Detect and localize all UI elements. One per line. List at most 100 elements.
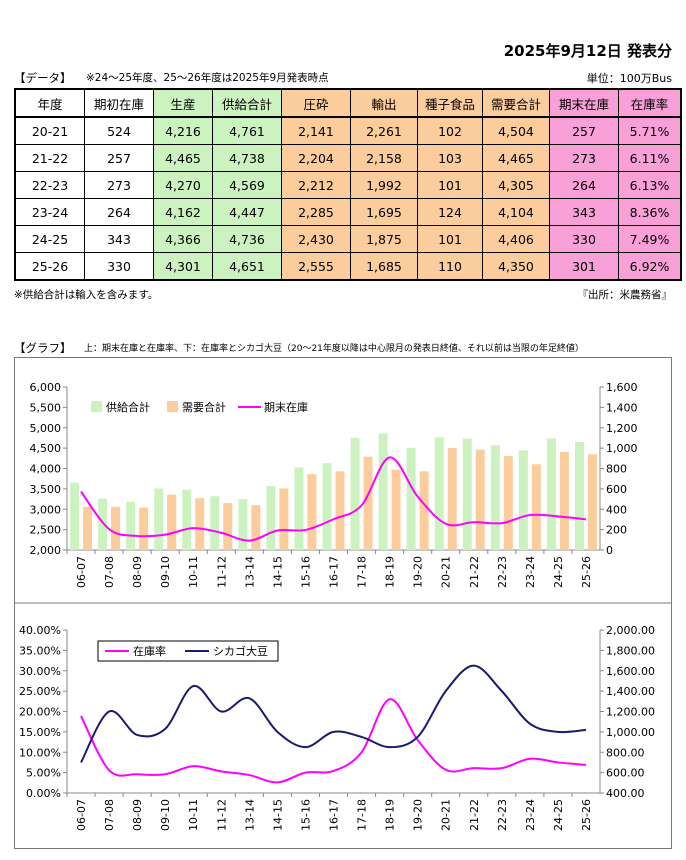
table-cell: 2,158 xyxy=(350,144,418,172)
right-tick-label: 1,800.00 xyxy=(606,644,655,657)
table-row: 23-24 264 4,162 4,447 2,285 1,695 124 4,104 343 8… xyxy=(14,198,682,226)
left-tick-label: 3,000 xyxy=(30,503,62,516)
bar-supply xyxy=(546,438,556,550)
table-row: 25-26 330 4,301 4,651 2,555 1,685 110 4,350 301 6… xyxy=(14,252,682,281)
table-cell: 4,104 xyxy=(482,198,550,226)
bar-demand xyxy=(419,471,429,550)
x-tick-label: 23-24 xyxy=(524,556,537,588)
table-row: 24-25 343 4,366 4,736 2,430 1,875 101 4,406 330 7… xyxy=(14,225,682,253)
table-cell: 101 xyxy=(417,225,483,253)
column-header: 期末在庫 xyxy=(549,88,619,118)
table-cell: 6.11% xyxy=(618,144,682,172)
table-cell: 4,350 xyxy=(482,252,550,281)
x-tick-label: 22-23 xyxy=(496,556,509,588)
column-header: 需要合計 xyxy=(482,88,550,118)
column-header: 供給合計 xyxy=(212,88,282,118)
series-line-stock-ratio xyxy=(80,698,587,784)
right-tick-label: 400 xyxy=(606,503,627,516)
supply-demand-table: 年度 期初在庫 生産 供給合計 圧砕 輸出 種子食品 需要合計 期末在庫 在庫率 20-21 524… xyxy=(14,88,682,281)
bar-demand xyxy=(279,488,289,550)
table-cell: 5.71% xyxy=(618,116,682,145)
table-cell: 2,141 xyxy=(281,116,351,145)
left-tick-label: 0.00% xyxy=(26,787,61,800)
bar-demand xyxy=(335,471,345,550)
x-tick-label: 08-09 xyxy=(131,799,144,831)
table-cell: 4,447 xyxy=(212,198,282,226)
bar-demand xyxy=(447,447,457,550)
x-tick-label: 06-07 xyxy=(75,556,88,588)
right-tick-label: 400.00 xyxy=(606,787,645,800)
bar-supply xyxy=(406,447,416,550)
right-tick-label: 600.00 xyxy=(606,767,645,780)
x-tick-label: 25-26 xyxy=(580,556,593,588)
table-cell: 4,761 xyxy=(212,116,282,145)
x-tick-label: 11-12 xyxy=(215,799,228,831)
left-tick-label: 2,500 xyxy=(30,524,62,537)
table-cell: 343 xyxy=(549,198,619,226)
table-cell: 2,212 xyxy=(281,171,351,199)
table-cell: 4,736 xyxy=(212,225,282,253)
x-tick-label: 15-16 xyxy=(299,556,312,588)
legend-label-stock-ratio: 在庫率 xyxy=(133,644,166,658)
x-tick-label: 10-11 xyxy=(187,799,200,831)
table-cell: 8.36% xyxy=(618,198,682,226)
left-tick-label: 10.00% xyxy=(19,746,61,759)
right-tick-label: 800 xyxy=(606,463,627,476)
x-tick-label: 09-10 xyxy=(159,556,172,588)
table-cell: 257 xyxy=(549,116,619,145)
left-tick-label: 40.00% xyxy=(19,624,61,637)
table-cell: 4,465 xyxy=(153,144,213,172)
x-tick-label: 21-22 xyxy=(468,799,481,831)
x-tick-label: 22-23 xyxy=(496,799,509,831)
table-cell: 4,270 xyxy=(153,171,213,199)
right-tick-label: 1,400 xyxy=(606,401,638,414)
x-tick-label: 08-09 xyxy=(131,556,144,588)
bar-demand xyxy=(307,474,317,550)
series-line-chicago-soybean xyxy=(80,664,587,763)
column-header: 在庫率 xyxy=(618,88,682,118)
legend-label-chicago-soybean: シカゴ大豆 xyxy=(213,644,268,658)
right-tick-label: 200 xyxy=(606,524,627,537)
table-cell: 257 xyxy=(84,144,154,172)
bar-supply xyxy=(574,441,584,550)
x-tick-label: 09-10 xyxy=(159,799,172,831)
table-cell: 25-26 xyxy=(14,252,85,281)
x-tick-label: 07-08 xyxy=(103,799,116,831)
table-cell: 1,992 xyxy=(350,171,418,199)
bar-demand xyxy=(363,456,373,550)
right-tick-label: 0 xyxy=(606,544,613,557)
table-cell: 2,555 xyxy=(281,252,351,281)
x-tick-label: 17-18 xyxy=(356,556,369,588)
legend-swatch-demand xyxy=(167,401,178,412)
charts-svg: 2,000 2,500 3,000 3,500 4,000 4,500 5,000 5,500… xyxy=(15,381,671,831)
table-cell: 330 xyxy=(84,252,154,281)
column-header: 圧砕 xyxy=(281,88,351,118)
table-cell: 4,738 xyxy=(212,144,282,172)
bar-supply xyxy=(238,499,248,550)
left-tick-label: 4,500 xyxy=(30,442,62,455)
x-tick-label: 20-21 xyxy=(440,799,453,831)
legend-label-demand: 需要合計 xyxy=(182,400,226,414)
right-tick-label: 1,000 xyxy=(606,442,638,455)
table-cell: 7.49% xyxy=(618,225,682,253)
bar-supply xyxy=(182,489,192,550)
left-tick-label: 30.00% xyxy=(19,665,61,678)
table-cell: 20-21 xyxy=(14,116,85,145)
bar-demand xyxy=(251,505,261,550)
bar-supply xyxy=(518,450,528,550)
x-tick-label: 14-15 xyxy=(271,799,284,831)
right-tick-label: 1,200.00 xyxy=(606,706,655,719)
table-cell: 6.13% xyxy=(618,171,682,199)
column-header: 期初在庫 xyxy=(84,88,154,118)
left-tick-label: 15.00% xyxy=(19,726,61,739)
right-tick-label: 600 xyxy=(606,483,627,496)
column-header: 年度 xyxy=(14,88,85,118)
left-tick-label: 5,500 xyxy=(30,401,62,414)
table-cell: 4,406 xyxy=(482,225,550,253)
table-row: 22-23 273 4,270 4,569 2,212 1,992 101 4,305 264 6… xyxy=(14,171,682,199)
bar-demand xyxy=(83,506,93,550)
right-tick-label: 800.00 xyxy=(606,746,645,759)
left-tick-label: 4,000 xyxy=(30,463,62,476)
data-section-label: 【データ】 xyxy=(14,71,72,85)
table-cell: 2,430 xyxy=(281,225,351,253)
